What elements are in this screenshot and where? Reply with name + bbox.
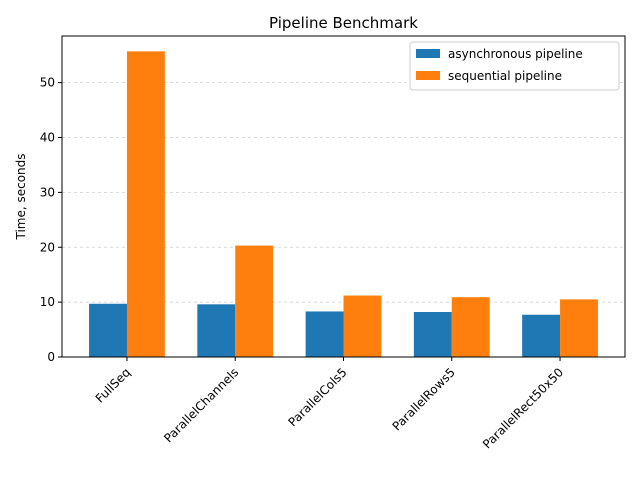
y-axis-label: Time, seconds: [14, 153, 28, 240]
bars-layer: [89, 51, 598, 357]
bar-asynchronous-FullSeq: [89, 303, 127, 357]
legend-swatch-asynchronous: [416, 49, 440, 58]
y-tick-label: 30: [40, 185, 55, 199]
bar-asynchronous-ParallelCols5: [305, 311, 344, 357]
y-tick-label: 0: [47, 350, 55, 364]
y-tick-label: 20: [40, 240, 55, 254]
chart-title: Pipeline Benchmark: [269, 14, 418, 32]
y-axis: 0 10 20 30 40 50: [40, 76, 62, 364]
legend-label-sequential: sequential pipeline: [448, 69, 562, 83]
y-tick-label: 50: [40, 76, 55, 90]
bar-sequential-ParallelChannels: [235, 245, 274, 357]
bar-asynchronous-ParallelRect50x50: [522, 314, 561, 357]
y-tick-label: 40: [40, 131, 55, 145]
y-tick-label: 10: [40, 295, 55, 309]
legend-frame: [409, 41, 620, 91]
bar-sequential-ParallelRect50x50: [560, 299, 598, 357]
legend: asynchronous pipeline sequential pipelin…: [409, 41, 620, 91]
bar-sequential-FullSeq: [126, 51, 165, 357]
bar-sequential-ParallelCols5: [343, 295, 382, 357]
bar-asynchronous-ParallelRows5: [413, 312, 452, 357]
legend-label-asynchronous: asynchronous pipeline: [448, 47, 583, 61]
bar-sequential-ParallelRows5: [451, 297, 490, 357]
bar-asynchronous-ParallelChannels: [197, 304, 236, 357]
legend-swatch-sequential: [416, 71, 440, 80]
